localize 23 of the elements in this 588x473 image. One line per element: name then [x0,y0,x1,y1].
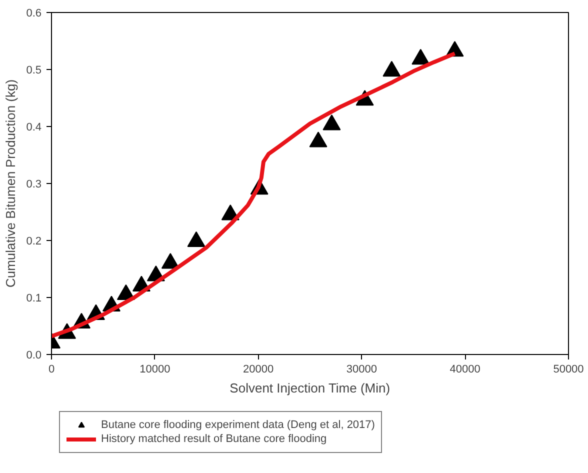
point [322,114,341,130]
x-tick-label: 0 [48,364,55,376]
y-tick-label: 0.3 [26,178,42,190]
point [382,60,401,77]
y-tick-label: 0.5 [26,64,42,76]
x-tick-label: 20000 [243,364,274,376]
y-tick-label: 0.4 [26,122,42,134]
x-tick-label: 30000 [346,364,377,376]
y-tick-label: 0.6 [26,8,42,20]
y-tick-label: 0.2 [26,236,42,248]
x-axis-title: Solvent Injection Time (Min) [230,380,390,396]
x-tick-label: 10000 [140,364,170,376]
point [412,48,430,65]
x-tick-label: 40000 [450,364,480,376]
legend-label: Butane core flooding experiment data (Deng et al, 2017) [101,418,375,432]
x-tick-label: 50000 [553,364,584,376]
point [187,231,206,248]
point [161,252,180,269]
y-tick-label: 0.0 [26,350,42,362]
y-tick-label: 0.1 [26,292,42,304]
legend-label: History matched result of Butane core flooding [101,432,327,446]
y-axis-title: Cumulative Bitumen Production (kg) [3,79,18,288]
point [309,132,328,148]
